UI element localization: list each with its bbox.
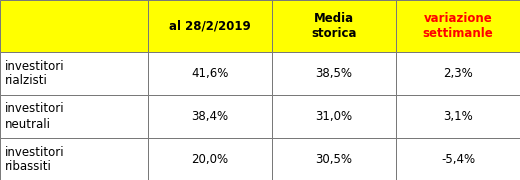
Text: 31,0%: 31,0% xyxy=(316,110,353,123)
Bar xyxy=(272,138,396,180)
Bar xyxy=(272,52,396,95)
Text: investitori
rialzisti: investitori rialzisti xyxy=(5,60,64,87)
Text: 41,6%: 41,6% xyxy=(191,67,229,80)
Text: investitori
neutrali: investitori neutrali xyxy=(5,102,64,130)
Text: investitori
ribassiti: investitori ribassiti xyxy=(5,145,64,174)
Bar xyxy=(396,52,520,95)
Text: 38,5%: 38,5% xyxy=(316,67,353,80)
Bar xyxy=(0,138,148,180)
Text: -5,4%: -5,4% xyxy=(441,153,475,166)
Text: 2,3%: 2,3% xyxy=(443,67,473,80)
Bar xyxy=(396,0,520,52)
Text: 30,5%: 30,5% xyxy=(316,153,353,166)
Bar xyxy=(148,95,272,138)
Bar xyxy=(396,138,520,180)
Text: 3,1%: 3,1% xyxy=(443,110,473,123)
Bar xyxy=(396,95,520,138)
Text: variazione
settimanle: variazione settimanle xyxy=(423,12,493,40)
Text: 20,0%: 20,0% xyxy=(191,153,229,166)
Bar xyxy=(0,0,148,52)
Bar xyxy=(0,52,148,95)
Bar xyxy=(148,0,272,52)
Bar xyxy=(148,52,272,95)
Text: al 28/2/2019: al 28/2/2019 xyxy=(169,19,251,33)
Bar xyxy=(272,0,396,52)
Text: Media
storica: Media storica xyxy=(311,12,357,40)
Bar xyxy=(272,95,396,138)
Bar xyxy=(0,95,148,138)
Text: 38,4%: 38,4% xyxy=(191,110,229,123)
Bar xyxy=(148,138,272,180)
